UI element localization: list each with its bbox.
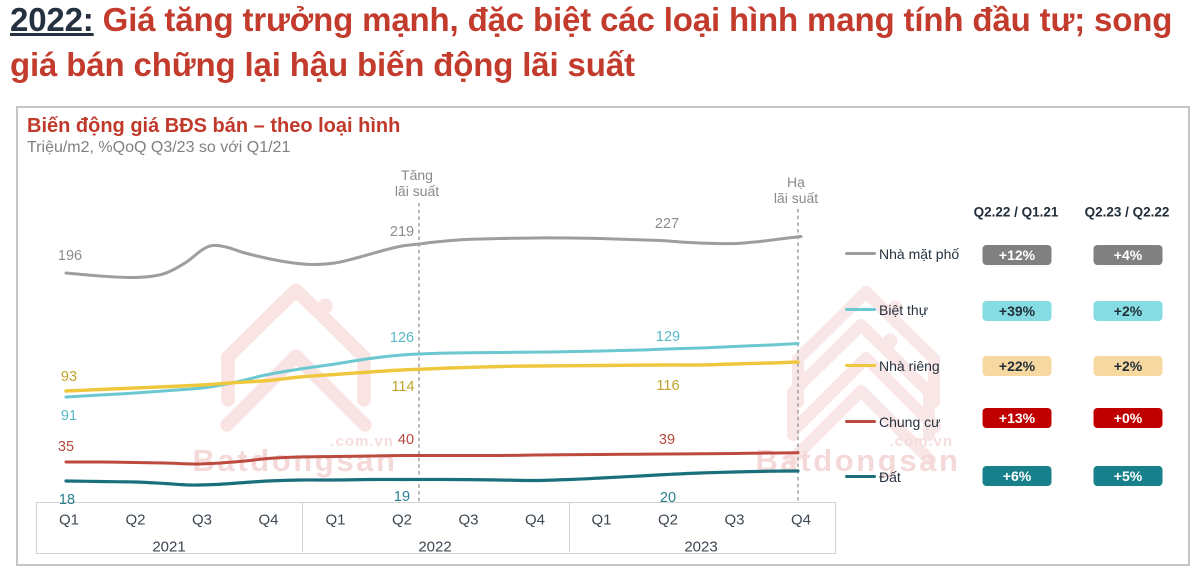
svg-text:Batdongsan: Batdongsan [192, 443, 397, 478]
svg-text:.com.vn: .com.vn [330, 433, 394, 450]
svg-text:.com.vn: .com.vn [889, 433, 953, 450]
